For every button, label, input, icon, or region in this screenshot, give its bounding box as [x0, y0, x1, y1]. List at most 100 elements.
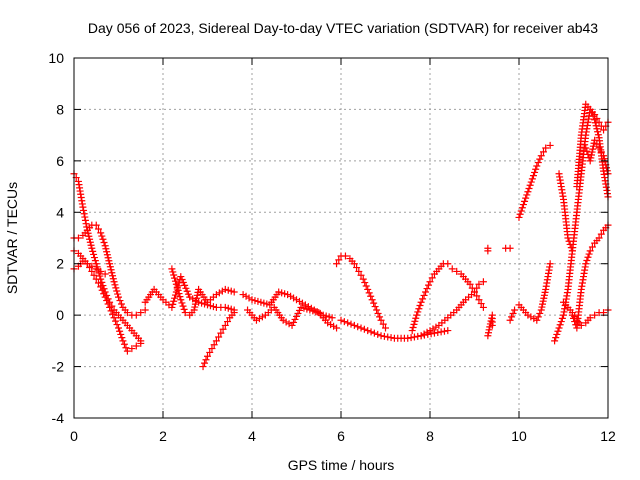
data-point-arc-p: [526, 181, 534, 189]
data-point-arc-m: [420, 330, 428, 338]
data-point-arc-h: [301, 301, 309, 309]
data-point-arc-j: [362, 282, 370, 290]
data-point-arc-i: [327, 321, 335, 329]
data-point-arc-j: [333, 260, 341, 268]
data-point-arc-g: [219, 325, 227, 333]
data-point-arc-r: [589, 112, 597, 120]
data-point-arc-b: [105, 257, 113, 265]
data-point-arc-p: [518, 204, 526, 212]
data-point-arc-c: [132, 342, 140, 350]
data-point-arc-h: [287, 292, 295, 300]
data-point-arc-p: [539, 148, 547, 156]
data-point-arc-i: [306, 306, 314, 314]
x-tick-label: 4: [248, 428, 256, 444]
data-point-arc-p: [529, 172, 537, 180]
data-point-arc-j: [353, 264, 361, 272]
data-point-arc-v: [591, 136, 599, 144]
data-point-arc-r: [554, 327, 562, 335]
data-point-arc-j: [379, 320, 387, 328]
data-point-arc-p: [517, 207, 525, 215]
data-point-arc-k: [344, 319, 352, 327]
data-point-arc-q: [540, 294, 548, 302]
data-point-arc-h: [260, 299, 268, 307]
data-point-arc-g: [202, 356, 210, 364]
data-point-arc-f: [177, 296, 185, 304]
data-point-arc-j: [341, 252, 349, 260]
data-point-arc-p: [537, 152, 545, 160]
data-point-arc-f: [193, 291, 201, 299]
data-point-arc-r: [555, 324, 563, 332]
data-point-arc-m: [432, 323, 440, 331]
data-point-arc-h: [284, 291, 292, 299]
data-point-arc-b: [106, 263, 114, 271]
data-point-arc-c: [107, 307, 115, 315]
data-point-arc-b: [98, 232, 106, 240]
data-point-arc-g: [199, 363, 207, 371]
data-point-arc-l: [417, 298, 425, 306]
data-point-arc-q: [540, 291, 548, 299]
data-point-arc-c: [118, 334, 126, 342]
data-point-arc-l: [409, 323, 417, 331]
data-point-arc-e: [177, 273, 185, 281]
data-point-arc-l: [416, 302, 424, 309]
grid-lines: [74, 58, 608, 418]
data-point-arc-g: [221, 321, 229, 329]
data-point-arc-a: [81, 213, 89, 221]
data-point-arc-f: [168, 265, 176, 273]
data-point-arc-h: [248, 296, 256, 304]
data-point-arc-a: [82, 220, 90, 228]
data-point-arc-e: [170, 297, 178, 305]
data-point-arc-r: [556, 321, 564, 329]
data-point-arc-o: [485, 326, 493, 334]
data-point-arc-q: [546, 260, 554, 268]
data-point-arc-b: [112, 284, 120, 292]
data-point-arc-v: [588, 148, 596, 156]
data-point-arc-e: [209, 303, 217, 311]
data-point-arc-p: [534, 159, 542, 167]
data-point-arc-j: [359, 275, 367, 283]
data-point-arc-a: [80, 206, 88, 214]
data-point-arc-s: [568, 247, 576, 255]
data-point-arc-m: [479, 278, 487, 286]
data-point-arc-c: [98, 286, 106, 294]
data-point-arc-b: [113, 287, 121, 295]
x-tick-label: 8: [426, 428, 434, 444]
data-point-arc-c: [113, 321, 121, 329]
data-point-arc-p: [522, 194, 530, 202]
data-point-arc-g: [224, 318, 232, 326]
data-point-arc-u: [588, 243, 596, 251]
data-point-arc-h: [251, 297, 259, 305]
data-point-arc-t: [577, 321, 585, 329]
data-point-arc-e: [224, 304, 232, 312]
data-point-arc-s: [593, 114, 601, 122]
data-point-arc-f: [227, 287, 235, 295]
data-point-arc-j: [368, 296, 376, 304]
data-point-arc-r: [552, 334, 560, 342]
data-point-arc-g: [210, 341, 218, 349]
data-point-arc-b: [132, 311, 140, 319]
data-point-arc-e: [171, 291, 179, 299]
data-point-arc-k: [434, 329, 442, 336]
data-point-arc-k: [354, 323, 362, 331]
data-point-arc-c: [116, 327, 124, 335]
data-point-arc-e: [183, 287, 191, 295]
data-point-arc-k: [360, 325, 368, 333]
data-point-arc-a: [81, 216, 89, 224]
data-point-arc-e: [221, 303, 229, 311]
data-point-arc-j: [376, 313, 384, 321]
data-point-arc-q: [533, 316, 541, 324]
data-point-arc-a: [85, 232, 93, 240]
data-point-arc-e: [186, 293, 194, 301]
data-point-arc-k: [427, 330, 435, 338]
data-point-arc-k: [410, 333, 418, 341]
data-point-arc-a: [80, 210, 88, 218]
data-point-arc-n: [471, 288, 478, 296]
data-point-arc-e: [178, 276, 186, 284]
data-point-arc-b: [141, 306, 149, 314]
y-axis-label: SDTVAR / TECUs: [4, 182, 20, 294]
data-point-arc-j: [370, 299, 378, 307]
data-point-arc-v: [582, 144, 590, 152]
data-point-arc-n: [479, 303, 487, 311]
data-point-arc-d: [88, 262, 96, 270]
data-point-arc-r: [593, 125, 601, 133]
